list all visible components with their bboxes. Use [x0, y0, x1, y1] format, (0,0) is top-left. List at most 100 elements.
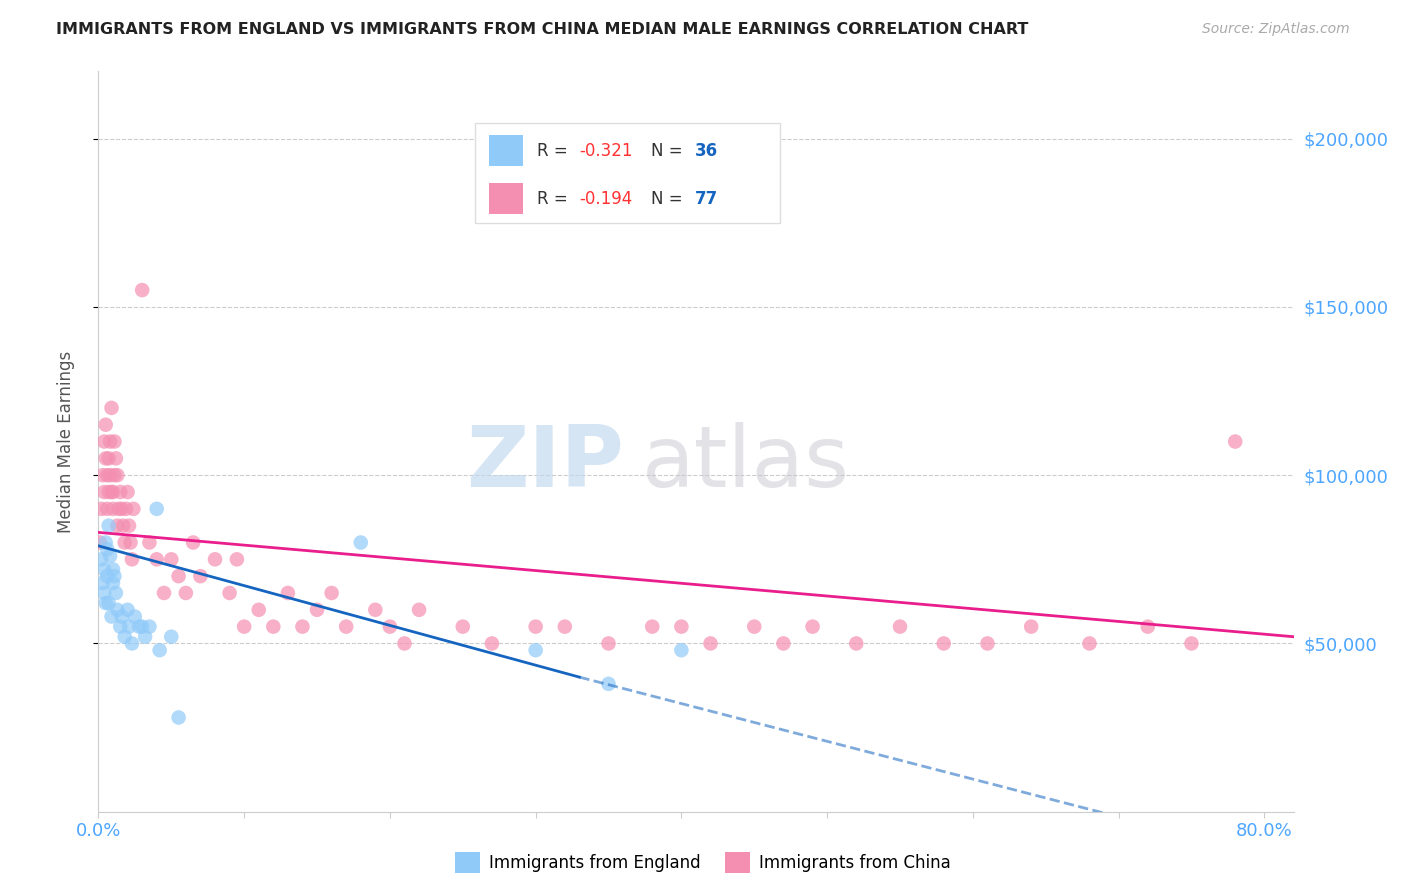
Point — [105, 518, 128, 533]
Point — [93, 434, 115, 449]
Point — [364, 603, 387, 617]
Point — [121, 552, 143, 566]
Point — [93, 562, 115, 576]
Point — [247, 603, 270, 617]
Point — [524, 643, 547, 657]
Point — [128, 619, 150, 633]
Point — [1078, 636, 1101, 650]
Point — [97, 596, 120, 610]
Point — [598, 636, 620, 650]
Point — [262, 619, 284, 633]
Point — [90, 552, 112, 566]
Point — [105, 603, 128, 617]
Point — [91, 575, 114, 590]
Point — [110, 619, 132, 633]
Point — [124, 609, 146, 624]
Point — [96, 569, 118, 583]
Point — [90, 501, 112, 516]
Point — [98, 549, 121, 563]
Point — [96, 468, 118, 483]
Point — [378, 619, 401, 633]
Point — [321, 586, 343, 600]
Point — [112, 518, 135, 533]
Point — [451, 619, 474, 633]
Point — [94, 451, 117, 466]
Point — [149, 643, 172, 657]
Point — [524, 619, 547, 633]
Point — [204, 552, 226, 566]
Point — [104, 586, 127, 600]
Point — [91, 468, 114, 483]
Point — [98, 468, 121, 483]
Point — [120, 535, 142, 549]
Point — [1225, 434, 1247, 449]
Point — [111, 609, 134, 624]
Point — [742, 619, 765, 633]
Point — [108, 501, 131, 516]
Point — [98, 434, 121, 449]
Point — [117, 485, 139, 500]
Point — [350, 535, 373, 549]
Point — [93, 586, 115, 600]
Point — [115, 501, 138, 516]
Point — [100, 401, 122, 415]
Point — [671, 643, 693, 657]
Text: -0.321: -0.321 — [579, 142, 633, 160]
Point — [94, 535, 117, 549]
Point — [1180, 636, 1202, 650]
Point — [145, 501, 167, 516]
Point — [932, 636, 955, 650]
Point — [1019, 619, 1042, 633]
FancyBboxPatch shape — [475, 123, 780, 223]
Text: R =: R = — [537, 190, 574, 208]
Point — [114, 535, 136, 549]
Point — [101, 562, 124, 576]
Text: N =: N = — [651, 190, 688, 208]
Point — [96, 501, 118, 516]
Point — [394, 636, 416, 650]
Point — [97, 485, 120, 500]
Point — [117, 603, 139, 617]
Point — [181, 535, 204, 549]
Point — [103, 434, 125, 449]
Point — [101, 485, 124, 500]
Point — [641, 619, 664, 633]
Point — [167, 710, 190, 724]
Point — [190, 569, 212, 583]
Point — [131, 619, 153, 633]
Point — [138, 535, 160, 549]
Point — [160, 552, 183, 566]
Point — [96, 542, 118, 557]
Point — [699, 636, 721, 650]
Point — [103, 468, 125, 483]
Point — [1136, 619, 1159, 633]
Text: 77: 77 — [695, 190, 718, 208]
Point — [121, 636, 143, 650]
Point — [218, 586, 240, 600]
Text: IMMIGRANTS FROM ENGLAND VS IMMIGRANTS FROM CHINA MEDIAN MALE EARNINGS CORRELATIO: IMMIGRANTS FROM ENGLAND VS IMMIGRANTS FR… — [56, 22, 1029, 37]
Text: ZIP: ZIP — [467, 422, 624, 505]
Point — [772, 636, 794, 650]
Point — [291, 619, 314, 633]
Point — [976, 636, 998, 650]
Text: atlas: atlas — [643, 422, 851, 505]
Bar — [489, 183, 523, 214]
Bar — [489, 135, 523, 166]
Point — [845, 636, 868, 650]
Point — [134, 630, 156, 644]
Point — [111, 501, 134, 516]
Point — [167, 569, 190, 583]
Point — [233, 619, 256, 633]
Point — [138, 619, 160, 633]
Point — [101, 575, 124, 590]
Point — [110, 485, 132, 500]
Text: Source: ZipAtlas.com: Source: ZipAtlas.com — [1202, 22, 1350, 37]
Point — [225, 552, 247, 566]
Point — [481, 636, 503, 650]
Text: N =: N = — [651, 142, 688, 160]
Point — [554, 619, 576, 633]
Point — [671, 619, 693, 633]
Point — [335, 619, 357, 633]
Point — [153, 586, 176, 600]
Point — [174, 586, 197, 600]
